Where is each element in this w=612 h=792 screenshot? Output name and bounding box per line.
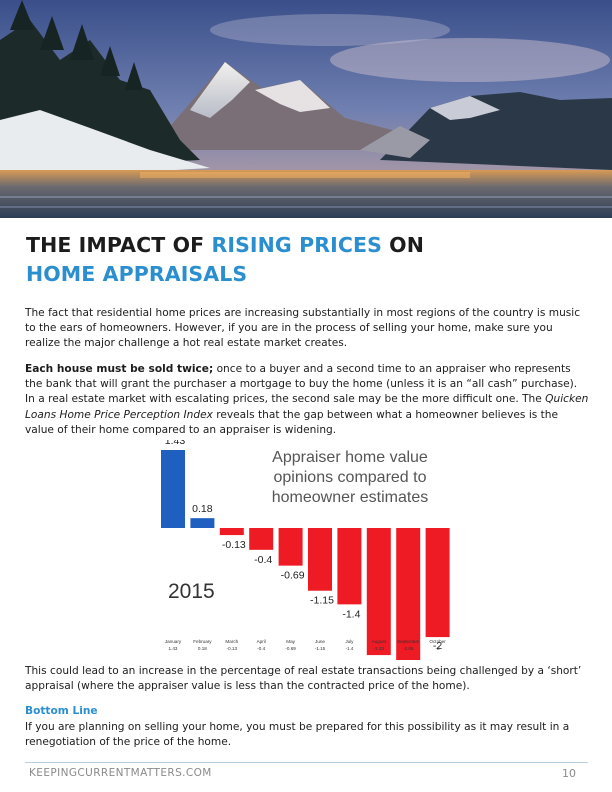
table-value-february: 0.18 — [198, 646, 207, 651]
tick-label-april: April — [257, 639, 266, 644]
value-label-june: -1.15 — [310, 595, 334, 607]
value-label-april: -0.4 — [254, 554, 272, 566]
page-number: 10 — [562, 767, 576, 780]
tick-label-march: March — [225, 639, 238, 644]
bar-march — [219, 528, 244, 536]
value-label-july: -1.4 — [342, 608, 360, 620]
title-part1: THE IMPACT OF — [26, 233, 212, 257]
tick-label-january: January — [165, 639, 182, 644]
title-line2: HOME APPRAISALS — [26, 262, 248, 286]
tick-label-july: July — [345, 639, 354, 644]
title-part2: ON — [381, 233, 424, 257]
value-label-august: -2.33 — [369, 659, 393, 660]
bottom-line-paragraph: If you are planning on selling your home… — [25, 721, 570, 749]
table-value-april: -0.4 — [257, 646, 265, 651]
sold-twice-body: once to a buyer and a second time to an … — [25, 363, 578, 406]
bar-april — [249, 528, 274, 550]
footer-site: KEEPINGCURRENTMATTERS.COM — [29, 767, 212, 779]
bar-may — [278, 528, 303, 566]
bar-august — [366, 528, 391, 656]
page-title: THE IMPACT OF RISING PRICES ON HOME APPRA… — [26, 231, 424, 289]
table-value-september: -2.65 — [403, 646, 414, 651]
index-name: Quicken Loans Home Price Perception Inde… — [25, 393, 589, 421]
sold-twice-paragraph: Each house must be sold twice; once to a… — [25, 362, 589, 438]
bar-chart-svg: Appraiser home value opinions compared to… — [161, 435, 450, 689]
tick-label-september: September — [397, 639, 420, 644]
sold-twice-lead: Each house must be sold twice; — [25, 363, 214, 375]
title-accent: RISING PRICES — [211, 233, 382, 257]
table-value-january: 1.43 — [169, 646, 178, 651]
table-value-march: -0.13 — [227, 646, 238, 651]
table-value-may: -0.69 — [285, 646, 296, 651]
footer-divider — [25, 762, 588, 763]
bar-june — [308, 528, 332, 591]
chart-title-line: opinions compared to — [274, 469, 427, 486]
bar-october — [425, 528, 450, 638]
tick-label-february: February — [193, 639, 212, 644]
bar-january — [161, 450, 185, 528]
sold-twice-end: reveals that the gap between what a home… — [25, 408, 559, 436]
tick-label-october: October — [429, 639, 446, 644]
chart-title-line: Appraiser home value — [272, 449, 428, 466]
value-label-october: -2 — [433, 640, 442, 652]
chart-title-line: homeowner estimates — [272, 489, 429, 506]
short-appraisal-paragraph: This could lead to an increase in the pe… — [25, 665, 582, 693]
mountain-lake-landscape-image — [0, 0, 612, 218]
value-label-february: 0.18 — [192, 503, 213, 515]
bar-february — [190, 518, 215, 528]
table-value-july: -1.4 — [345, 646, 353, 651]
bar-september — [396, 528, 421, 673]
tick-label-august: August — [372, 639, 387, 644]
chart-title: Appraiser home value opinions compared to… — [272, 449, 429, 506]
table-value-august: -2.33 — [374, 646, 385, 651]
value-label-may: -0.69 — [281, 570, 305, 582]
intro-paragraph: The fact that residential home prices ar… — [25, 307, 581, 350]
table-value-october: -2 — [436, 646, 441, 651]
appraisal-bar-chart: Appraiser home value opinions compared to… — [140, 435, 475, 689]
hero-image — [0, 0, 612, 218]
value-label-january: 1.43 — [165, 440, 186, 447]
bar-july — [337, 528, 362, 605]
tick-label-june: June — [315, 639, 325, 644]
chart-annotation-year: 2015 — [168, 580, 215, 603]
value-label-march: -0.13 — [222, 539, 246, 551]
tick-label-may: May — [286, 639, 295, 644]
bottom-line-heading: Bottom Line — [25, 705, 98, 717]
table-value-june: -1.15 — [315, 646, 326, 651]
